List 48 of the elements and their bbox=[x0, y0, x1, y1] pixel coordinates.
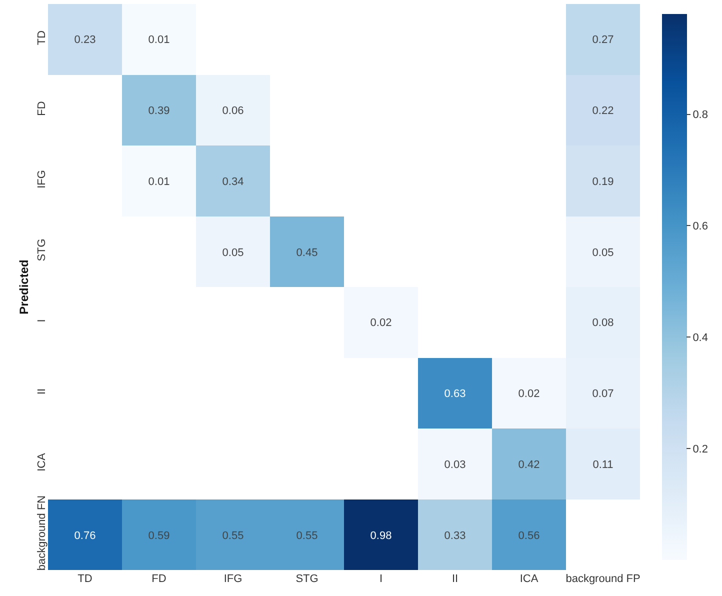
y-tick-label: background FN bbox=[36, 495, 48, 571]
data-label: 0.42 bbox=[518, 458, 540, 471]
data-label: 0.33 bbox=[444, 530, 466, 542]
data-label: 0.06 bbox=[222, 104, 244, 117]
data-label: 0.02 bbox=[370, 316, 392, 329]
y-tick-label: ICA bbox=[36, 452, 48, 472]
data-label: 0.05 bbox=[222, 246, 244, 259]
x-tick-label: background FP bbox=[566, 573, 640, 585]
data-label: 0.55 bbox=[222, 530, 244, 542]
y-tick-label: I bbox=[36, 319, 48, 322]
data-label: 0.19 bbox=[592, 176, 614, 188]
y-tick-label: FD bbox=[36, 101, 48, 116]
data-label: 0.01 bbox=[148, 34, 170, 46]
color-bar-label: 0.6 bbox=[692, 220, 708, 233]
x-tick-label: ICA bbox=[520, 573, 539, 585]
x-tick-label: TD bbox=[78, 573, 92, 585]
x-tick-label: STG bbox=[296, 573, 318, 585]
x-tick-label: I bbox=[379, 573, 383, 585]
x-tick-label: FD bbox=[152, 573, 166, 585]
color-bar-label: 0.2 bbox=[692, 443, 708, 456]
data-label: 0.03 bbox=[444, 458, 466, 471]
data-label: 0.76 bbox=[74, 530, 96, 542]
data-label: 0.98 bbox=[370, 530, 392, 542]
data-label: 0.39 bbox=[148, 104, 170, 117]
data-label: 0.01 bbox=[148, 176, 170, 188]
data-label: 0.07 bbox=[592, 388, 614, 400]
x-tick-label: IFG bbox=[224, 573, 242, 585]
data-label: 0.08 bbox=[592, 316, 614, 329]
data-label: 0.34 bbox=[222, 176, 244, 188]
y-tick-label: II bbox=[36, 388, 48, 395]
data-label: 0.11 bbox=[592, 458, 614, 471]
data-label: 0.02 bbox=[518, 388, 540, 400]
y-tick-label: TD bbox=[36, 30, 48, 46]
data-label: 0.59 bbox=[148, 530, 170, 542]
data-label: 0.23 bbox=[74, 34, 96, 46]
y-tick-label: IFG bbox=[36, 170, 48, 188]
data-label: 0.56 bbox=[518, 530, 540, 542]
data-label: 0.27 bbox=[592, 34, 614, 46]
data-label: 0.22 bbox=[592, 104, 614, 117]
color-bar-label: 0.4 bbox=[692, 332, 708, 344]
data-label: 0.45 bbox=[296, 246, 318, 259]
data-label: 0.63 bbox=[444, 388, 466, 400]
y-axis-title: Predicted bbox=[17, 260, 32, 314]
x-tick-label: II bbox=[452, 573, 458, 585]
data-label: 0.55 bbox=[296, 530, 318, 542]
y-tick-label: STG bbox=[36, 238, 48, 262]
color-bar-label: 0.8 bbox=[692, 109, 708, 122]
data-label: 0.05 bbox=[592, 246, 614, 259]
